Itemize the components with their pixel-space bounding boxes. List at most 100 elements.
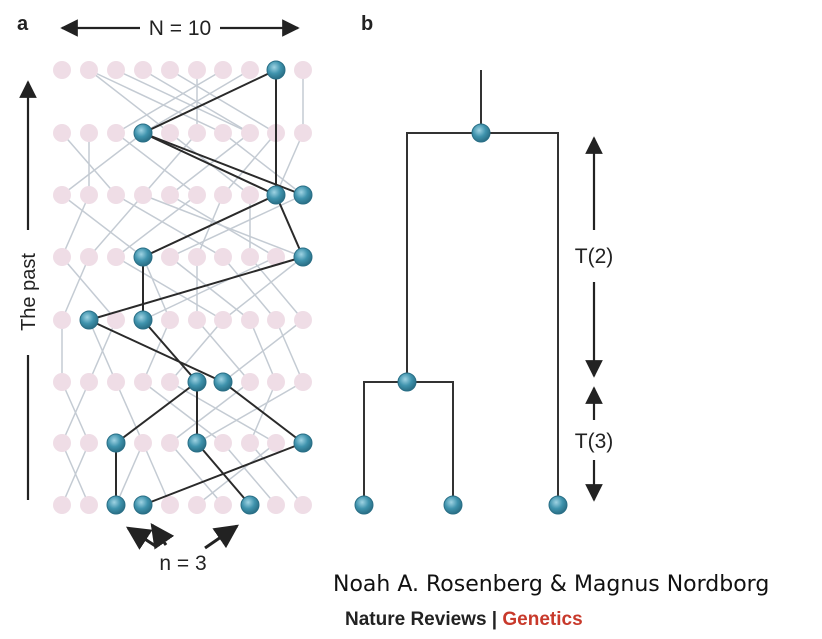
lineage-individual bbox=[187, 433, 207, 453]
genealogy-link bbox=[142, 194, 304, 258]
individual bbox=[294, 61, 312, 79]
individual bbox=[107, 61, 125, 79]
individual bbox=[214, 186, 232, 204]
first-coalescence-node bbox=[397, 372, 417, 392]
genealogy-link bbox=[249, 256, 304, 321]
genealogy-link bbox=[142, 256, 171, 321]
individual bbox=[241, 61, 259, 79]
individual bbox=[214, 61, 232, 79]
background-genealogy-links bbox=[61, 69, 304, 506]
lineage-individual bbox=[79, 310, 99, 330]
individual bbox=[214, 248, 232, 266]
genealogy-link bbox=[115, 69, 224, 134]
genealogy-link bbox=[61, 256, 117, 321]
past-axis-label: The past bbox=[18, 253, 40, 331]
individual bbox=[80, 248, 98, 266]
genealogy-link bbox=[169, 319, 224, 383]
individual bbox=[80, 434, 98, 452]
individual bbox=[161, 373, 179, 391]
individual bbox=[267, 373, 285, 391]
individual bbox=[267, 434, 285, 452]
lineage-individual bbox=[293, 185, 313, 205]
population-size-label: N = 10 bbox=[149, 17, 211, 40]
genealogy-link bbox=[61, 132, 144, 196]
individual bbox=[161, 496, 179, 514]
panel-a-label: a bbox=[17, 13, 29, 35]
lineage-individual bbox=[187, 372, 207, 392]
lineage-individual bbox=[133, 495, 153, 515]
genealogy-link bbox=[196, 442, 277, 506]
sample-arrow-right bbox=[204, 524, 239, 550]
population-individuals bbox=[53, 61, 312, 514]
individual bbox=[188, 124, 206, 142]
sample-lineage-links bbox=[88, 69, 304, 506]
individual bbox=[53, 496, 71, 514]
lineage-link bbox=[142, 132, 304, 196]
individual bbox=[107, 311, 125, 329]
genealogy-link bbox=[115, 442, 144, 506]
genealogy-link bbox=[222, 132, 277, 196]
individual bbox=[161, 248, 179, 266]
lineage-link bbox=[142, 132, 277, 196]
individual bbox=[134, 434, 152, 452]
lineage-individual bbox=[106, 495, 126, 515]
individual bbox=[214, 124, 232, 142]
genealogy-link bbox=[222, 256, 304, 321]
genealogy-link bbox=[142, 256, 277, 321]
genealogy-link bbox=[142, 132, 198, 196]
individual bbox=[267, 311, 285, 329]
genealogy-link bbox=[61, 256, 90, 321]
lineage-link bbox=[142, 69, 277, 134]
journal-brand: Nature Reviews | Genetics bbox=[345, 609, 583, 631]
individual bbox=[107, 186, 125, 204]
individual bbox=[188, 248, 206, 266]
individual bbox=[188, 496, 206, 514]
individual bbox=[188, 61, 206, 79]
lineage-link bbox=[88, 319, 224, 383]
upper-coalescence-branches bbox=[406, 132, 559, 505]
genealogy-link bbox=[115, 256, 224, 321]
individual bbox=[53, 61, 71, 79]
journal-separator: | bbox=[486, 609, 503, 630]
sample-arrow-left bbox=[125, 526, 158, 550]
genealogy-link bbox=[142, 442, 171, 506]
genealogy-link bbox=[222, 442, 277, 506]
sample-size-label: n = 3 bbox=[159, 552, 206, 575]
lineage-individual bbox=[266, 60, 286, 80]
genealogy-link bbox=[115, 69, 251, 134]
lineage-link bbox=[275, 194, 304, 258]
mrca-node bbox=[471, 123, 491, 143]
lower-coalescence-branches bbox=[363, 381, 454, 505]
lineage-individual bbox=[213, 372, 233, 392]
individual bbox=[80, 373, 98, 391]
sample-leaf-node bbox=[548, 495, 568, 515]
individual bbox=[214, 496, 232, 514]
sample-lineage-individuals bbox=[79, 60, 313, 515]
genealogy-link bbox=[222, 132, 304, 196]
genealogy-link bbox=[88, 319, 117, 383]
lineage-individual bbox=[266, 185, 286, 205]
individual bbox=[214, 434, 232, 452]
genealogy-link bbox=[169, 194, 304, 258]
individual bbox=[241, 373, 259, 391]
individual bbox=[214, 311, 232, 329]
individual bbox=[294, 373, 312, 391]
individual bbox=[134, 373, 152, 391]
individual bbox=[134, 186, 152, 204]
lineage-individual bbox=[133, 310, 153, 330]
t2-label: T(2) bbox=[575, 245, 614, 268]
panel-b-label: b bbox=[361, 13, 373, 35]
genealogy-link bbox=[115, 381, 144, 444]
genealogy-link bbox=[222, 256, 277, 321]
genealogy-link bbox=[169, 69, 277, 134]
individual bbox=[241, 248, 259, 266]
individual bbox=[53, 373, 71, 391]
t3-label: T(3) bbox=[575, 430, 614, 453]
individual bbox=[53, 311, 71, 329]
individual bbox=[53, 186, 71, 204]
individual bbox=[294, 496, 312, 514]
genealogy-link bbox=[115, 194, 198, 258]
individual bbox=[161, 186, 179, 204]
genealogy-link bbox=[142, 381, 224, 444]
individual bbox=[53, 124, 71, 142]
